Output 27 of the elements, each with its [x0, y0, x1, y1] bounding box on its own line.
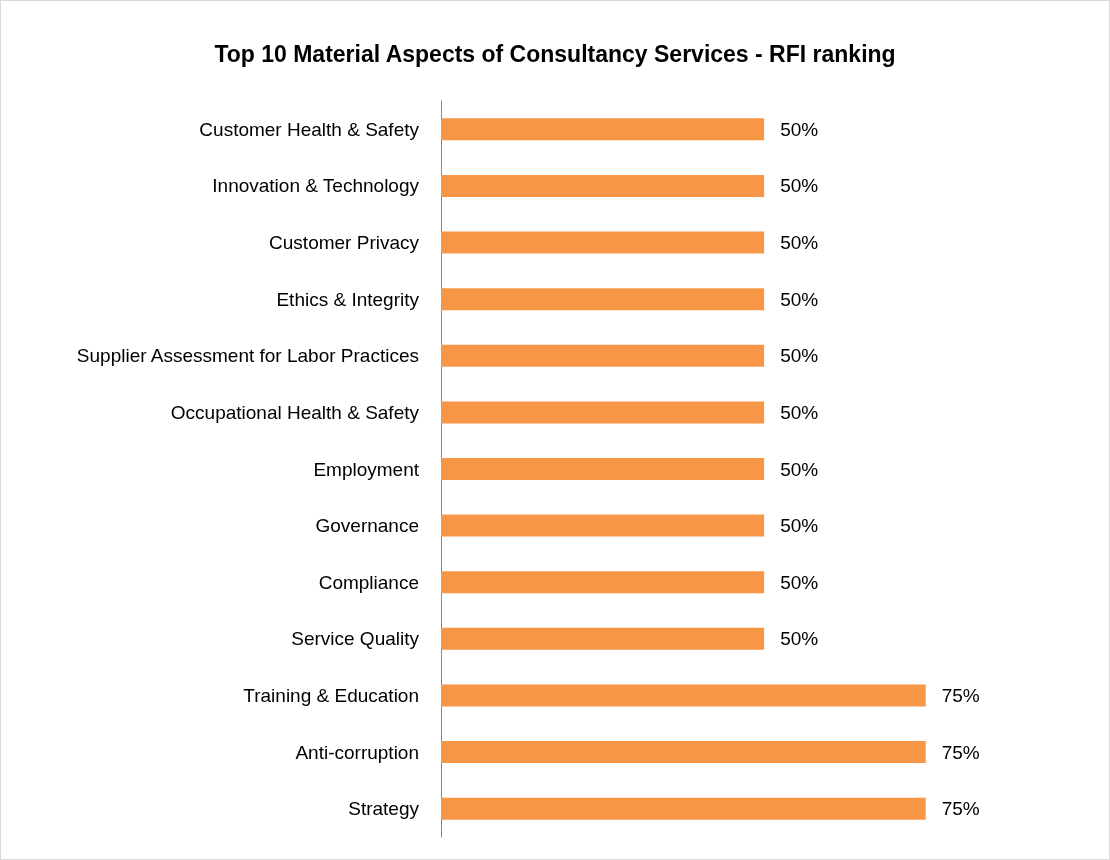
y-tick-label: Customer Health & Safety [199, 118, 420, 140]
data-label: 75% [941, 741, 980, 763]
y-tick-label: Anti-corruption [295, 741, 419, 763]
data-label: 75% [941, 798, 980, 820]
data-label: 50% [780, 175, 819, 197]
y-tick-label: Governance [315, 515, 419, 537]
data-label: 75% [941, 684, 980, 706]
y-tick-label: Occupational Health & Safety [170, 401, 420, 423]
y-tick-label: Employment [313, 458, 420, 480]
data-label: 50% [780, 515, 819, 537]
y-tick-label: Innovation & Technology [212, 175, 420, 197]
y-tick-label: Customer Privacy [269, 232, 420, 254]
chart-title: Top 10 Material Aspects of Consultancy Services - RFI ranking [214, 40, 896, 67]
data-label: 50% [780, 458, 819, 480]
data-label: 50% [780, 232, 819, 254]
y-tick-label: Supplier Assessment for Labor Practices [76, 345, 419, 367]
data-label: 50% [780, 345, 819, 367]
data-label: 50% [780, 118, 819, 140]
data-label: 50% [780, 628, 819, 650]
data-label: 50% [780, 288, 819, 310]
y-tick-label: Ethics & Integrity [276, 288, 420, 310]
y-tick-label: Strategy [348, 798, 420, 820]
y-tick-label: Compliance [318, 571, 419, 593]
data-label: 50% [780, 571, 819, 593]
y-tick-label: Training & Education [243, 684, 419, 706]
data-label: 50% [780, 401, 819, 423]
y-tick-label: Service Quality [291, 628, 420, 650]
